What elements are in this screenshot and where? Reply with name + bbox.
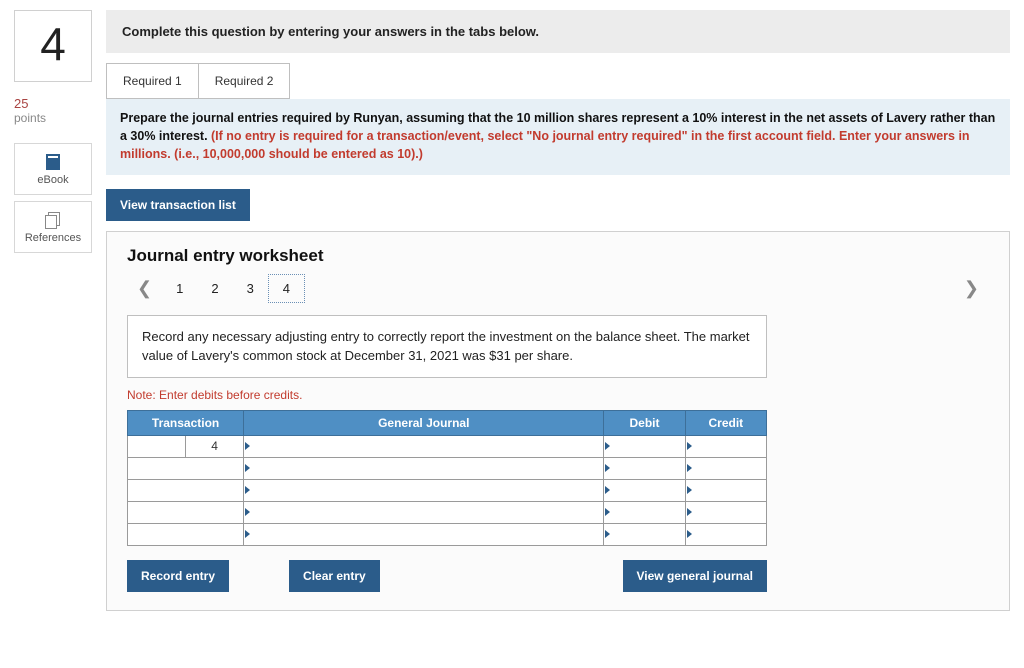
cell-general-journal[interactable] <box>244 435 604 457</box>
journal-entry-worksheet: Journal entry worksheet ❮ 1 2 3 4 ❯ Reco… <box>106 231 1010 610</box>
col-general-journal: General Journal <box>244 410 604 435</box>
clear-entry-button[interactable]: Clear entry <box>289 560 380 592</box>
step-prev-arrow[interactable]: ❮ <box>127 274 162 303</box>
question-number-box: 4 <box>14 10 92 82</box>
requirement-tabs: Required 1 Required 2 <box>106 63 1010 99</box>
debits-before-credits-note: Note: Enter debits before credits. <box>127 388 989 402</box>
dropdown-icon <box>687 508 692 516</box>
general-journal-input[interactable] <box>252 458 603 479</box>
dropdown-icon <box>245 508 250 516</box>
cell-credit[interactable] <box>685 435 766 457</box>
dropdown-icon <box>687 486 692 494</box>
debit-input[interactable] <box>612 480 684 501</box>
instruction-bar: Complete this question by entering your … <box>106 10 1010 53</box>
general-journal-input[interactable] <box>252 502 603 523</box>
cell-transaction <box>128 457 244 479</box>
table-row <box>128 523 767 545</box>
step-4[interactable]: 4 <box>268 274 305 303</box>
step-1[interactable]: 1 <box>162 275 197 302</box>
credit-input[interactable] <box>694 524 766 545</box>
cell-credit[interactable] <box>685 457 766 479</box>
prompt-box: Prepare the journal entries required by … <box>106 99 1010 175</box>
general-journal-input[interactable] <box>252 480 603 501</box>
step-2[interactable]: 2 <box>197 275 232 302</box>
record-entry-button[interactable]: Record entry <box>127 560 229 592</box>
table-row <box>128 479 767 501</box>
cell-debit[interactable] <box>604 479 685 501</box>
dropdown-icon <box>605 486 610 494</box>
cell-general-journal[interactable] <box>244 479 604 501</box>
ebook-label: eBook <box>19 174 87 186</box>
col-credit: Credit <box>685 410 766 435</box>
debit-input[interactable] <box>612 436 684 457</box>
prompt-hint: (If no entry is required for a transacti… <box>120 129 970 161</box>
cell-credit[interactable] <box>685 523 766 545</box>
col-debit: Debit <box>604 410 685 435</box>
cell-general-journal[interactable] <box>244 501 604 523</box>
tab-required-1[interactable]: Required 1 <box>106 63 199 99</box>
dropdown-icon <box>245 486 250 494</box>
points-label: points <box>14 111 92 125</box>
dropdown-icon <box>687 442 692 450</box>
references-button[interactable]: References <box>14 201 92 253</box>
step-next-arrow[interactable]: ❯ <box>954 274 989 303</box>
cell-transaction <box>128 501 244 523</box>
cell-general-journal[interactable] <box>244 523 604 545</box>
step-3[interactable]: 3 <box>233 275 268 302</box>
cell-debit[interactable] <box>604 457 685 479</box>
credit-input[interactable] <box>694 502 766 523</box>
credit-input[interactable] <box>694 480 766 501</box>
cell-credit[interactable] <box>685 501 766 523</box>
book-icon <box>46 154 60 170</box>
debit-input[interactable] <box>612 502 684 523</box>
ebook-button[interactable]: eBook <box>14 143 92 195</box>
references-label: References <box>19 232 87 244</box>
dropdown-icon <box>605 530 610 538</box>
dropdown-icon <box>605 464 610 472</box>
cell-credit[interactable] <box>685 479 766 501</box>
col-transaction: Transaction <box>128 410 244 435</box>
dropdown-icon <box>605 508 610 516</box>
documents-icon <box>45 212 61 228</box>
cell-transaction: 4 <box>128 435 244 457</box>
cell-transaction <box>128 523 244 545</box>
dropdown-icon <box>687 530 692 538</box>
debit-input[interactable] <box>612 524 684 545</box>
points: 25 points <box>14 96 92 125</box>
cell-debit[interactable] <box>604 501 685 523</box>
points-value: 25 <box>14 96 92 111</box>
cell-general-journal[interactable] <box>244 457 604 479</box>
worksheet-actions: Record entry Clear entry View general jo… <box>127 560 767 592</box>
table-row: 4 <box>128 435 767 457</box>
view-transaction-list-button[interactable]: View transaction list <box>106 189 250 221</box>
tab-required-2[interactable]: Required 2 <box>198 63 291 99</box>
question-number: 4 <box>15 17 91 71</box>
general-journal-input[interactable] <box>252 524 603 545</box>
worksheet-title: Journal entry worksheet <box>127 246 989 266</box>
transaction-description: Record any necessary adjusting entry to … <box>127 315 767 377</box>
dropdown-icon <box>687 464 692 472</box>
view-general-journal-button[interactable]: View general journal <box>623 560 767 592</box>
credit-input[interactable] <box>694 458 766 479</box>
credit-input[interactable] <box>694 436 766 457</box>
debit-input[interactable] <box>612 458 684 479</box>
dropdown-icon <box>605 442 610 450</box>
table-row <box>128 501 767 523</box>
cell-debit[interactable] <box>604 523 685 545</box>
table-row <box>128 457 767 479</box>
cell-transaction <box>128 479 244 501</box>
worksheet-step-nav: ❮ 1 2 3 4 ❯ <box>127 274 989 303</box>
dropdown-icon <box>245 464 250 472</box>
cell-debit[interactable] <box>604 435 685 457</box>
dropdown-icon <box>245 442 250 450</box>
journal-entry-table: Transaction General Journal Debit Credit… <box>127 410 767 546</box>
dropdown-icon <box>245 530 250 538</box>
general-journal-input[interactable] <box>252 436 603 457</box>
